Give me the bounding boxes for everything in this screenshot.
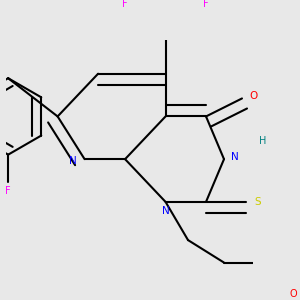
Text: N: N (70, 156, 77, 167)
Text: O: O (290, 289, 298, 299)
Text: S: S (254, 197, 261, 207)
Text: N: N (162, 206, 170, 216)
Text: O: O (249, 91, 257, 101)
Text: F: F (122, 0, 128, 9)
Text: H: H (259, 136, 266, 146)
Text: F: F (5, 186, 11, 196)
Text: F: F (203, 0, 209, 9)
Text: N: N (231, 152, 239, 162)
